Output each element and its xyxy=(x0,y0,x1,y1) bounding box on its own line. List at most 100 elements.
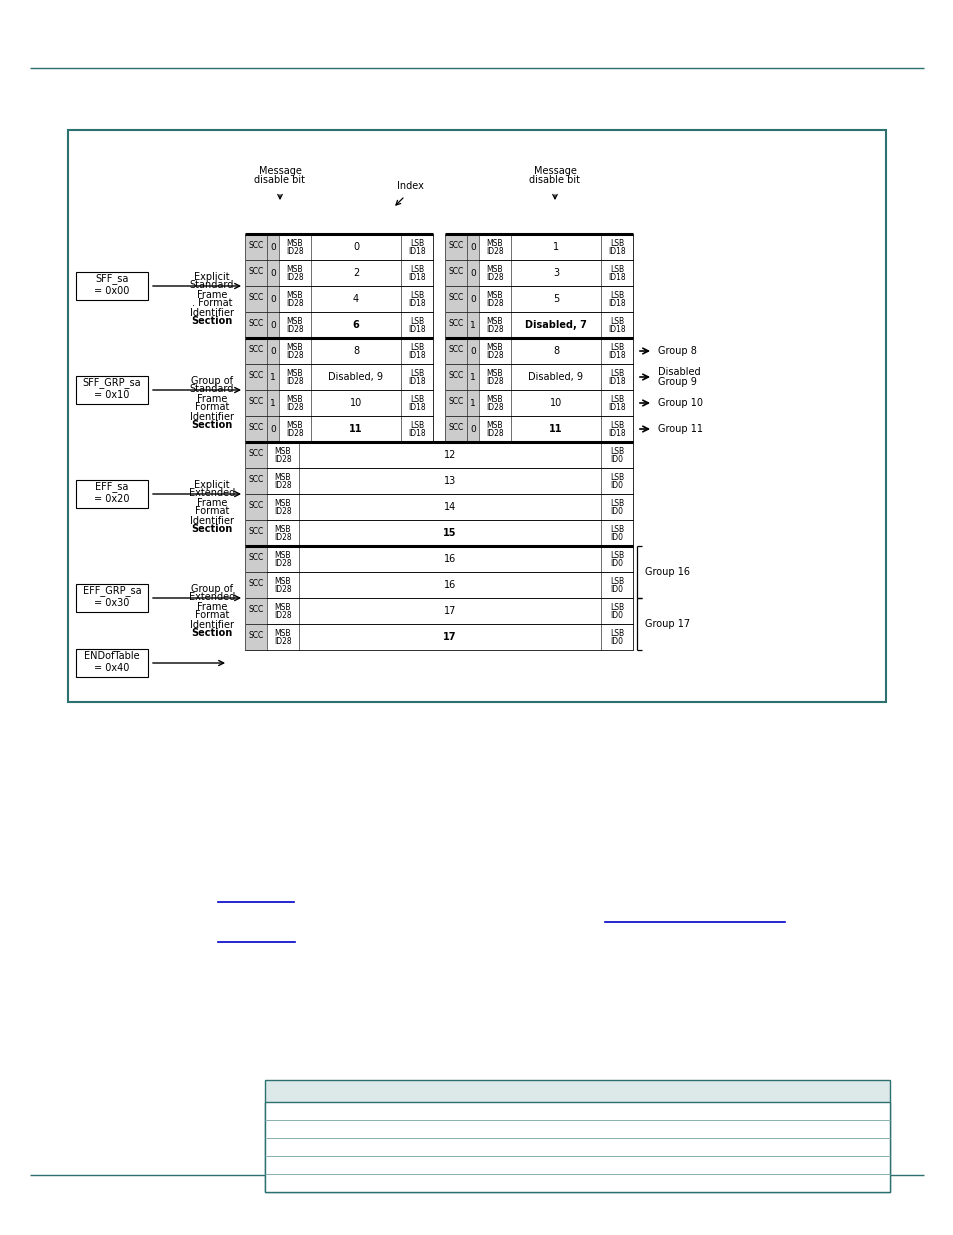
Text: Frame: Frame xyxy=(196,498,227,508)
Text: ID28: ID28 xyxy=(274,558,292,568)
Text: ID28: ID28 xyxy=(486,247,503,256)
Text: 1: 1 xyxy=(470,399,476,408)
Text: SCC: SCC xyxy=(248,294,263,303)
Text: 17: 17 xyxy=(443,606,456,616)
Bar xyxy=(444,390,478,416)
Text: SCC: SCC xyxy=(248,501,263,510)
Bar xyxy=(245,390,278,416)
Text: 1: 1 xyxy=(270,399,275,408)
Text: LSB: LSB xyxy=(410,316,424,326)
Text: SCC: SCC xyxy=(248,268,263,277)
Text: ID28: ID28 xyxy=(274,454,292,463)
Text: LSB: LSB xyxy=(410,290,424,300)
Text: 14: 14 xyxy=(443,501,456,513)
Text: MSB: MSB xyxy=(274,603,291,611)
Text: LSB: LSB xyxy=(609,420,623,430)
Bar xyxy=(245,624,267,650)
Bar xyxy=(444,390,633,416)
Text: . Format: . Format xyxy=(192,299,232,309)
Text: Disabled, 7: Disabled, 7 xyxy=(524,320,586,330)
Text: Explicit: Explicit xyxy=(194,479,230,489)
Text: = 0x20: = 0x20 xyxy=(94,494,130,504)
Bar xyxy=(444,233,478,261)
Text: ID28: ID28 xyxy=(286,273,303,282)
Bar xyxy=(245,287,278,312)
Text: ID28: ID28 xyxy=(486,351,503,359)
Text: MSB: MSB xyxy=(486,264,503,273)
Bar xyxy=(245,312,278,338)
Bar xyxy=(245,598,633,624)
Text: SCC: SCC xyxy=(248,372,263,380)
Text: MSB: MSB xyxy=(287,368,303,378)
Text: MSB: MSB xyxy=(274,447,291,456)
Bar xyxy=(245,364,278,390)
Text: LSB: LSB xyxy=(609,264,623,273)
Text: Extended: Extended xyxy=(189,489,234,499)
Text: 8: 8 xyxy=(353,346,358,356)
Text: LSB: LSB xyxy=(609,316,623,326)
Text: ID28: ID28 xyxy=(274,610,292,620)
Bar xyxy=(444,364,633,390)
Text: SCC: SCC xyxy=(248,450,263,458)
Text: LSB: LSB xyxy=(609,447,623,456)
Text: 12: 12 xyxy=(443,450,456,459)
Text: MSB: MSB xyxy=(486,316,503,326)
Text: 0: 0 xyxy=(270,425,275,433)
Text: SCC: SCC xyxy=(448,398,463,406)
Bar xyxy=(76,584,148,613)
Text: ID0: ID0 xyxy=(610,454,623,463)
Text: SCC: SCC xyxy=(448,268,463,277)
Text: ID18: ID18 xyxy=(608,377,625,385)
Text: ID18: ID18 xyxy=(408,273,425,282)
Text: Disabled, 9: Disabled, 9 xyxy=(328,372,383,382)
Bar xyxy=(245,416,433,442)
Text: = 0x30: = 0x30 xyxy=(94,598,130,608)
Text: 8: 8 xyxy=(553,346,558,356)
Text: LSB: LSB xyxy=(609,368,623,378)
Text: 10: 10 xyxy=(549,398,561,408)
Text: SCC: SCC xyxy=(448,372,463,380)
Text: SFF_GRP_sa: SFF_GRP_sa xyxy=(83,378,141,389)
Bar xyxy=(245,312,433,338)
Bar xyxy=(245,261,433,287)
Text: 1: 1 xyxy=(270,373,275,382)
Text: 10: 10 xyxy=(350,398,362,408)
Text: SCC: SCC xyxy=(248,424,263,432)
Text: ID28: ID28 xyxy=(286,299,303,308)
Text: Section: Section xyxy=(192,316,233,326)
Text: Group 16: Group 16 xyxy=(644,567,689,577)
Text: 2: 2 xyxy=(353,268,358,278)
Bar xyxy=(245,416,278,442)
Text: ID18: ID18 xyxy=(408,351,425,359)
Text: LSB: LSB xyxy=(609,577,623,585)
Bar xyxy=(444,338,478,364)
Text: ID18: ID18 xyxy=(408,325,425,333)
Bar xyxy=(444,287,478,312)
Text: ID28: ID28 xyxy=(486,325,503,333)
Text: disable bit: disable bit xyxy=(529,175,579,185)
Text: 0: 0 xyxy=(470,268,476,278)
Text: LSB: LSB xyxy=(410,342,424,352)
Text: ID0: ID0 xyxy=(610,532,623,541)
Bar xyxy=(245,572,633,598)
Text: Identifier: Identifier xyxy=(190,515,233,526)
Bar xyxy=(444,312,478,338)
Text: MSB: MSB xyxy=(287,316,303,326)
Text: Format: Format xyxy=(194,610,229,620)
Text: 0: 0 xyxy=(270,242,275,252)
Text: SCC: SCC xyxy=(248,605,263,615)
Text: Group 10: Group 10 xyxy=(658,398,702,408)
Text: 4: 4 xyxy=(353,294,358,304)
Text: LSB: LSB xyxy=(609,238,623,247)
Text: ID0: ID0 xyxy=(610,584,623,594)
Text: Frame: Frame xyxy=(196,289,227,300)
Text: ID18: ID18 xyxy=(608,273,625,282)
Text: LSB: LSB xyxy=(609,499,623,508)
Text: Explicit: Explicit xyxy=(194,272,230,282)
Text: 11: 11 xyxy=(549,424,562,433)
Text: ID18: ID18 xyxy=(408,403,425,411)
Text: MSB: MSB xyxy=(287,264,303,273)
Bar xyxy=(76,272,148,300)
Text: Group 8: Group 8 xyxy=(658,346,696,356)
Text: 1: 1 xyxy=(553,242,558,252)
